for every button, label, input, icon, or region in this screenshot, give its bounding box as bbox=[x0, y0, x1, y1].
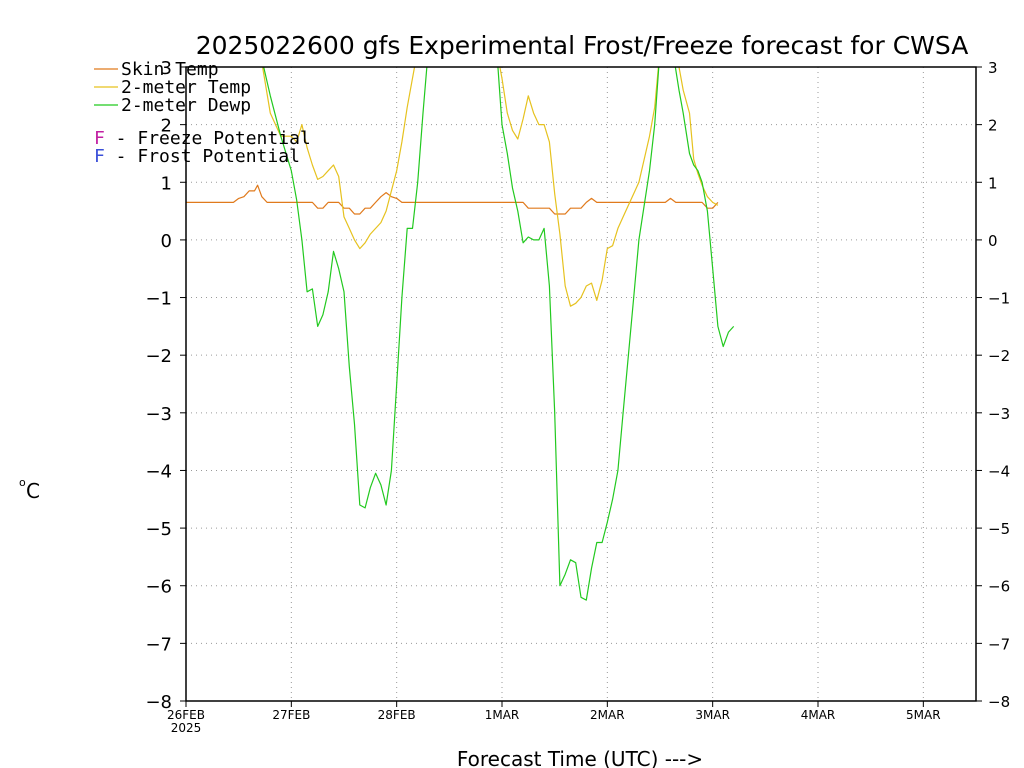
plot-frame bbox=[185, 66, 977, 702]
series-line-2-meter-dewp bbox=[263, 67, 735, 601]
x-tick-label: 27FEB bbox=[272, 708, 310, 722]
y-tick-label-right: −7 bbox=[988, 635, 1010, 653]
x-tick-label: 1MAR bbox=[485, 708, 520, 722]
x-tick-label: 4MAR bbox=[801, 708, 836, 722]
x-tick-label: 2MAR bbox=[590, 708, 625, 722]
y-axis-label-degree: o bbox=[19, 476, 26, 489]
y-tick-label-left: −8 bbox=[145, 692, 172, 713]
y-tick-label-left: −7 bbox=[145, 634, 172, 655]
y-ticks: −8 −8 −7 −7 −6 −6 −5 −5 −4 −4 −3 −3 −2 −2 −1 −1 0 0 1 1 2 2 3 3 bbox=[145, 58, 1010, 713]
y-tick-label-right: 2 bbox=[988, 117, 998, 135]
grid bbox=[186, 67, 976, 701]
y-tick-label-left: −4 bbox=[145, 461, 172, 482]
legend-flag-letter: F bbox=[94, 146, 105, 167]
x-tick-sublabel: 2025 bbox=[171, 721, 202, 735]
y-tick-label-left: −6 bbox=[145, 577, 172, 598]
x-tick-label: 5MAR bbox=[906, 708, 941, 722]
y-tick-label-left: 2 bbox=[161, 116, 172, 137]
legend-flag: F - Freeze Potential bbox=[94, 128, 311, 149]
series-lines bbox=[186, 67, 735, 601]
y-tick-label-left: 1 bbox=[161, 173, 172, 194]
legend-flag-text: - Frost Potential bbox=[105, 146, 300, 167]
y-tick-label-right: −1 bbox=[988, 290, 1010, 308]
y-tick-label-left: −2 bbox=[145, 346, 172, 367]
y-tick-label-right: −5 bbox=[988, 520, 1010, 538]
y-tick-label-right: 0 bbox=[988, 232, 998, 250]
y-axis-label: o C bbox=[19, 476, 40, 503]
y-tick-label-left: −3 bbox=[145, 404, 172, 425]
legend-label: Skin Temp bbox=[121, 59, 219, 80]
x-tick-label: 28FEB bbox=[378, 708, 416, 722]
y-tick-label-right: −6 bbox=[988, 578, 1010, 596]
y-tick-label-right: −2 bbox=[988, 347, 1010, 365]
y-tick-label-left: −5 bbox=[145, 519, 172, 540]
y-tick-label-right: 3 bbox=[988, 59, 998, 77]
y-tick-label-left: 3 bbox=[161, 58, 172, 79]
x-tick-label: 26FEB bbox=[167, 708, 205, 722]
legend-flag: F - Frost Potential bbox=[94, 146, 300, 167]
series-line-2-meter-temp bbox=[261, 67, 719, 307]
legend-flag-text: - Freeze Potential bbox=[105, 128, 311, 149]
legend-label: 2-meter Temp bbox=[121, 77, 251, 98]
y-tick-label-left: 0 bbox=[161, 231, 172, 252]
x-axis-label: Forecast Time (UTC) ---> bbox=[457, 747, 703, 768]
y-tick-label-right: −4 bbox=[988, 462, 1010, 480]
legend-label: 2-meter Dewp bbox=[121, 95, 251, 116]
chart-title: 2025022600 gfs Experimental Frost/Freeze… bbox=[196, 31, 969, 60]
series-line-skin-temp bbox=[186, 184, 719, 215]
x-tick-label: 3MAR bbox=[695, 708, 730, 722]
y-tick-label-right: −8 bbox=[988, 693, 1010, 711]
y-axis-label-unit: C bbox=[26, 479, 40, 503]
y-tick-label-right: −3 bbox=[988, 405, 1010, 423]
legend-flag-letter: F bbox=[94, 128, 105, 149]
y-tick-label-left: −1 bbox=[145, 289, 172, 310]
y-tick-label-right: 1 bbox=[988, 174, 998, 192]
